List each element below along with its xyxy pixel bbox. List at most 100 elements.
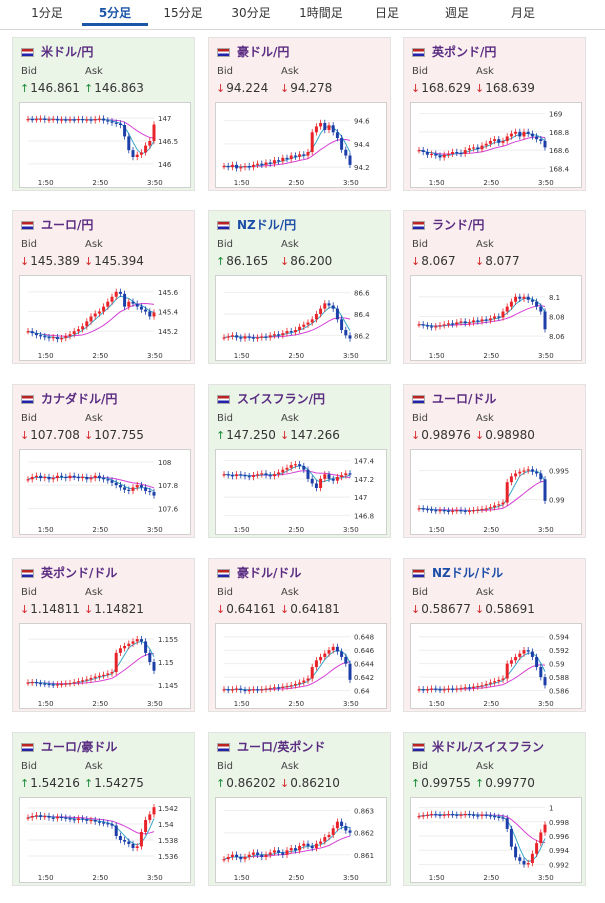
pair-title[interactable]: ユーロ/円 <box>41 218 94 232</box>
candle <box>310 319 314 323</box>
currency-card[interactable]: au-flag-icon豪ドル/円BidAsk↓94.224↓94.27894.… <box>208 37 391 191</box>
price-chart[interactable]: 147.4 147.2 147 146.8 1:50 2:50 3:50 <box>215 449 387 535</box>
currency-card[interactable]: us-flag-icon米ドル/円BidAsk↑146.861↑146.8631… <box>12 37 195 191</box>
price-chart[interactable]: 0.863 0.862 0.861 1:50 2:50 3:50 <box>215 797 387 883</box>
candle <box>438 325 442 327</box>
bid-value: 0.58677 <box>421 602 471 616</box>
price-chart[interactable]: 8.1 8.08 8.06 1:50 2:50 3:50 <box>410 275 582 361</box>
ask-price: ↓1.14821 <box>84 602 144 616</box>
candle <box>123 487 127 490</box>
x-tick-label: 2:50 <box>288 352 304 360</box>
pair-title[interactable]: 英ポンド/円 <box>432 45 497 59</box>
pair-title[interactable]: 英ポンド/ドル <box>41 566 118 580</box>
pair-title[interactable]: ユーロ/豪ドル <box>41 740 118 754</box>
price-chart[interactable]: 0.648 0.646 0.644 0.642 0.64 1:50 2:50 3:50 <box>215 623 387 709</box>
candle <box>127 841 131 844</box>
pair-title[interactable]: 米ドル/スイスフラン <box>432 740 545 754</box>
candle <box>76 329 80 332</box>
price-chart[interactable]: 1.155 1.15 1.145 1:50 2:50 3:50 <box>19 623 191 709</box>
pair-title[interactable]: ユーロ/ドル <box>432 392 497 406</box>
price-chart[interactable]: 94.6 94.4 94.2 1:50 2:50 3:50 <box>215 102 387 188</box>
tab-monthly[interactable]: 月足 <box>510 6 535 20</box>
candle <box>327 834 331 838</box>
candle <box>139 639 143 642</box>
currency-card[interactable]: za-flag-iconランド/円BidAsk↓8.067↓8.0778.18.… <box>403 210 586 364</box>
currency-card[interactable]: gb-us-flag-icon英ポンド/ドルBidAsk↓1.14811↓1.1… <box>12 558 195 712</box>
price-chart[interactable]: 1 0.998 0.996 0.994 0.992 1:50 2:50 3:50 <box>410 797 582 883</box>
ask-price: ↓145.394 <box>84 254 144 268</box>
candle <box>268 475 272 477</box>
pair-title[interactable]: カナダドル/円 <box>41 392 118 406</box>
tab-daily[interactable]: 日足 <box>374 6 399 20</box>
price-chart[interactable]: 145.6 145.4 145.2 1:50 2:50 3:50 <box>19 275 191 361</box>
pair-title[interactable]: 豪ドル/円 <box>237 45 290 59</box>
candle <box>285 157 289 160</box>
price-chart[interactable]: 147 146.5 146 1:50 2:50 3:50 <box>19 102 191 188</box>
pair-title[interactable]: 豪ドル/ドル <box>237 566 302 580</box>
currency-card[interactable]: eu-us-flag-iconユーロ/ドルBidAsk↓0.98976↓0.98… <box>403 384 586 538</box>
chart-svg: 8.1 8.08 8.06 1:50 2:50 3:50 <box>417 293 565 360</box>
candle <box>68 119 72 121</box>
candle <box>26 331 30 333</box>
candle <box>539 832 543 844</box>
y-tick-label: 168.8 <box>549 129 569 137</box>
candle <box>89 478 93 480</box>
price-chart[interactable]: 108 107.8 107.6 1:50 2:50 3:50 <box>19 449 191 535</box>
currency-card[interactable]: au-us-flag-icon豪ドル/ドルBidAsk↓0.64161↓0.64… <box>208 558 391 712</box>
candle <box>152 807 156 815</box>
y-tick-label: 168.6 <box>549 147 570 155</box>
tab-5min[interactable]: 5分足 <box>98 6 132 20</box>
candle <box>340 651 344 657</box>
pair-title[interactable]: NZドル/ドル <box>432 566 504 580</box>
price-chart[interactable]: 0.594 0.592 0.59 0.588 0.586 1:50 2:50 3:50 <box>410 623 582 709</box>
nz-flag-icon: nz-flag-icon <box>217 221 230 230</box>
ask-label: Ask <box>85 239 103 250</box>
candle <box>505 136 509 141</box>
bid-price: ↑147.250 <box>216 428 276 442</box>
candle <box>526 863 530 865</box>
pair-title[interactable]: ユーロ/英ポンド <box>237 740 326 754</box>
x-tick-label: 1:50 <box>234 352 250 360</box>
candle <box>135 485 139 488</box>
arrow-down-icon: ↓ <box>84 255 94 268</box>
pair-title[interactable]: ランド/円 <box>432 218 485 232</box>
candle <box>501 817 505 819</box>
x-tick-label: 2:50 <box>288 874 304 882</box>
candle <box>501 678 505 680</box>
y-tick-label: 1.155 <box>158 636 178 644</box>
ask-label: Ask <box>476 66 494 77</box>
arrow-down-icon: ↓ <box>216 603 226 616</box>
candle <box>348 663 352 680</box>
tab-1min[interactable]: 1分足 <box>31 6 63 20</box>
candle <box>93 313 97 317</box>
currency-card[interactable]: ca-flag-iconカナダドル/円BidAsk↓107.708↓107.75… <box>12 384 195 538</box>
tab-weekly[interactable]: 週足 <box>444 6 469 20</box>
candle <box>114 122 118 124</box>
pair-title[interactable]: 米ドル/円 <box>41 45 94 59</box>
currency-card[interactable]: nz-flag-iconNZドル/円BidAsk↑86.165↓86.20086… <box>208 210 391 364</box>
currency-card[interactable]: eu-gb-flag-iconユーロ/英ポンドBidAsk↑0.86202↓0.… <box>208 732 391 886</box>
pair-title[interactable]: スイスフラン/円 <box>237 392 326 406</box>
tab-30min[interactable]: 30分足 <box>231 6 271 20</box>
candle <box>476 147 480 150</box>
currency-card[interactable]: nz-us-flag-iconNZドル/ドルBidAsk↓0.58677↓0.5… <box>403 558 586 712</box>
price-chart[interactable]: 0.995 0.99 1:50 2:50 3:50 <box>410 449 582 535</box>
currency-card[interactable]: us-ch-flag-icon米ドル/スイスフランBidAsk↑0.99755↑… <box>403 732 586 886</box>
currency-card[interactable]: gb-flag-icon英ポンド/円BidAsk↓168.629↓168.639… <box>403 37 586 191</box>
currency-card[interactable]: eu-au-flag-iconユーロ/豪ドルBidAsk↑1.54216↑1.5… <box>12 732 195 886</box>
price-chart[interactable]: 1.542 1.54 1.538 1.536 1:50 2:50 3:50 <box>19 797 191 883</box>
candle <box>302 843 306 846</box>
currency-card[interactable]: eu-flag-iconユーロ/円BidAsk↓145.389↓145.3941… <box>12 210 195 364</box>
price-chart[interactable]: 86.6 86.4 86.2 1:50 2:50 3:50 <box>215 275 387 361</box>
candle <box>72 119 76 121</box>
x-tick-label: 3:50 <box>538 700 554 708</box>
ask-value: 168.639 <box>485 81 535 95</box>
tab-15min[interactable]: 15分足 <box>163 6 203 20</box>
currency-card[interactable]: ch-flag-iconスイスフラン/円BidAsk↑147.250↓147.2… <box>208 384 391 538</box>
candle <box>285 467 289 470</box>
price-chart[interactable]: 169 168.8 168.6 168.4 1:50 2:50 3:50 <box>410 102 582 188</box>
candle <box>442 154 446 158</box>
tab-1hour[interactable]: 1時間足 <box>299 6 343 20</box>
ma-short-line <box>27 118 155 155</box>
pair-title[interactable]: NZドル/円 <box>237 218 297 232</box>
